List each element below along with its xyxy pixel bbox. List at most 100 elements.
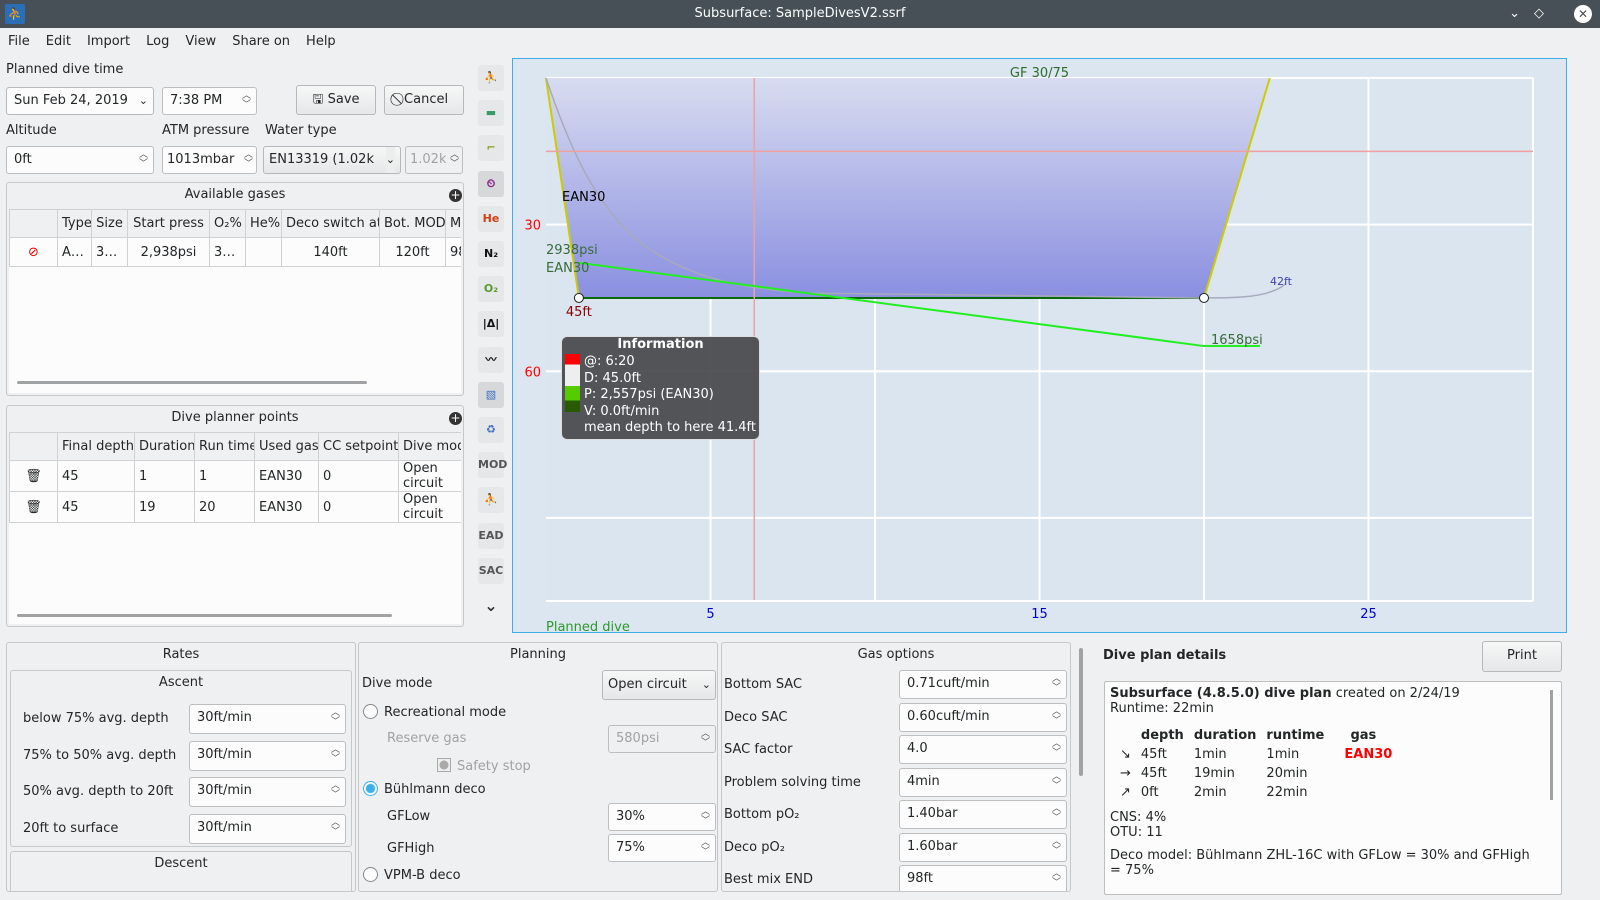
table-row[interactable]: 🗑 45 1 1 EAN30 0 Open circuit — [9, 460, 461, 492]
gas-type[interactable]: A… — [57, 237, 92, 267]
spin-arrows-icon[interactable]: ︿ ﹀ — [1051, 771, 1061, 791]
spin-arrows-icon[interactable]: ︿ ﹀ — [1051, 706, 1061, 726]
column-header[interactable]: Run time — [194, 432, 255, 461]
ruler-diver-icon[interactable]: ⛹ — [478, 65, 504, 91]
spin-arrows-icon[interactable]: ︿ ﹀ — [330, 817, 340, 837]
spin-arrows-icon[interactable]: ︿ ﹀ — [243, 150, 253, 169]
photos-icon[interactable]: ▧ — [478, 381, 504, 408]
column-header[interactable]: Size — [91, 209, 128, 238]
minimize-icon[interactable]: ⌄ — [1509, 6, 1520, 21]
column-header[interactable]: Duration — [134, 432, 195, 461]
menu-import[interactable]: Import — [86, 34, 131, 49]
used-gas[interactable]: EAN30 — [254, 491, 319, 523]
column-header[interactable] — [9, 432, 58, 461]
maximize-icon[interactable]: ◇ — [1534, 6, 1544, 21]
gas-he[interactable] — [245, 237, 282, 267]
column-header[interactable]: O₂% — [209, 209, 246, 238]
spin-arrows-icon[interactable]: ︿ ﹀ — [241, 91, 251, 110]
spin-arrows-icon[interactable]: ︿ ﹀ — [330, 708, 340, 727]
gas-option-spinbox[interactable]: 4min ︿ ﹀ — [899, 767, 1067, 797]
column-header[interactable]: He% — [245, 209, 282, 238]
ocean-icon[interactable]: ▬ — [478, 100, 504, 127]
altitude-spinbox[interactable]: 0ft ︿ ﹀ — [6, 146, 154, 174]
menu-help[interactable]: Help — [306, 34, 336, 49]
menu-edit[interactable]: Edit — [45, 34, 71, 49]
duration[interactable]: 19 — [134, 491, 195, 523]
rate-spinbox[interactable]: 30ft/min ︿ ﹀ — [189, 740, 346, 771]
gas-option-spinbox[interactable]: 0.71cuft/min ︿ ﹀ — [899, 670, 1067, 699]
spin-arrows-icon[interactable]: ︿ ﹀ — [1051, 869, 1061, 888]
trash-icon[interactable]: 🗑 — [9, 460, 58, 492]
print-button[interactable]: Print — [1482, 641, 1562, 672]
rate-spinbox[interactable]: 30ft/min ︿ ﹀ — [189, 704, 346, 734]
rate-spinbox[interactable]: 30ft/min ︿ ﹀ — [189, 813, 346, 844]
column-header[interactable]: Type — [57, 209, 92, 238]
o2-icon[interactable]: O₂ — [478, 276, 504, 303]
atm-pressure-spinbox[interactable]: 1013mbar ︿ ﹀ — [162, 146, 257, 174]
delete-gas-icon[interactable]: ⊘ — [9, 237, 58, 267]
column-header[interactable]: Start press — [127, 209, 210, 238]
dive-mode-combo[interactable]: Open circuit ⌄ — [602, 670, 716, 700]
column-header[interactable]: MND — [445, 209, 461, 238]
spin-arrows-icon[interactable]: ︿ ﹀ — [330, 781, 340, 800]
ndl-icon[interactable]: ⛹ — [478, 487, 504, 514]
heartrate-icon[interactable]: |Δ| — [478, 311, 504, 338]
gas-option-spinbox[interactable]: 0.60cuft/min ︿ ﹀ — [899, 702, 1067, 732]
buhlmann-radio[interactable]: Bühlmann deco — [363, 781, 486, 797]
gas-bot-mod[interactable]: 120ft — [379, 237, 446, 267]
gas-option-spinbox[interactable]: 1.40bar ︿ ﹀ — [899, 800, 1067, 829]
column-header[interactable]: Deco switch at — [281, 209, 380, 238]
run-time[interactable]: 20 — [194, 491, 255, 523]
menu-log[interactable]: Log — [146, 34, 170, 49]
run-time[interactable]: 1 — [194, 460, 255, 492]
profile-line-icon[interactable]: 〰 — [478, 346, 504, 373]
recreational-radio[interactable]: Recreational mode — [363, 704, 506, 720]
column-header[interactable]: CC setpoint — [318, 432, 399, 461]
date-picker[interactable]: Sun Feb 24, 2019 ⌄ — [6, 87, 154, 115]
final-depth[interactable]: 45 — [57, 491, 135, 523]
ead-icon[interactable]: EAD — [478, 522, 504, 549]
add-gas-icon[interactable]: + — [449, 188, 462, 202]
gas-size[interactable]: 3… — [91, 237, 128, 267]
time-spinbox[interactable]: 7:38 PM ︿ ﹀ — [162, 87, 257, 115]
ceiling-icon[interactable]: ⌐ — [478, 135, 504, 162]
water-type-combo[interactable]: EN13319 (1.02k ⌄ — [263, 146, 401, 174]
final-depth[interactable]: 45 — [57, 460, 135, 492]
gas-mnd[interactable]: 98ft — [445, 237, 461, 267]
save-button[interactable]: 🖫 Save — [296, 85, 376, 115]
gfhigh-spinbox[interactable]: 75% ︿ ﹀ — [608, 834, 716, 862]
menu-share[interactable]: Share on — [232, 34, 291, 49]
table-row[interactable]: 🗑 45 19 20 EAN30 0 Open circuit — [9, 491, 461, 523]
duration[interactable]: 1 — [134, 460, 195, 492]
gas-start-pressure[interactable]: 2,938psi — [127, 237, 210, 267]
cc-setpoint[interactable]: 0 — [318, 460, 399, 492]
column-header[interactable]: Used gas — [254, 432, 319, 461]
rate-spinbox[interactable]: 30ft/min ︿ ﹀ — [189, 777, 346, 807]
n2-icon[interactable]: N₂ — [478, 241, 504, 267]
column-header[interactable]: Bot. MOD — [379, 209, 446, 238]
spin-arrows-icon[interactable]: ︿ ﹀ — [138, 150, 148, 169]
he-icon[interactable]: He — [478, 205, 504, 232]
spin-arrows-icon[interactable]: ︿ ﹀ — [700, 838, 710, 857]
column-header[interactable] — [9, 209, 58, 238]
spin-arrows-icon[interactable]: ︿ ﹀ — [1051, 739, 1061, 758]
tissue-icon[interactable]: ♻ — [478, 417, 504, 443]
spin-arrows-icon[interactable]: ︿ ﹀ — [330, 744, 340, 764]
spin-arrows-icon[interactable]: ︿ ﹀ — [700, 807, 710, 826]
horizontal-scrollbar[interactable] — [17, 614, 392, 617]
dive-mode[interactable]: Open circuit — [398, 460, 461, 492]
column-header[interactable]: Dive mode — [398, 432, 461, 461]
gflow-spinbox[interactable]: 30% ︿ ﹀ — [608, 803, 716, 831]
cancel-button[interactable]: ⃠ Cancel — [384, 85, 464, 115]
vpm-radio[interactable]: VPM-B deco — [363, 867, 461, 883]
add-point-icon[interactable]: + — [449, 411, 462, 425]
close-icon[interactable]: ✕ — [1574, 5, 1592, 23]
spin-arrows-icon[interactable]: ︿ ﹀ — [1051, 674, 1061, 693]
cc-setpoint[interactable]: 0 — [318, 491, 399, 523]
menu-file[interactable]: File — [8, 34, 30, 49]
calculated-ceiling-icon[interactable]: ⏲ — [478, 170, 504, 197]
spin-arrows-icon[interactable]: ︿ ﹀ — [1051, 804, 1061, 823]
dive-mode[interactable]: Open circuit — [398, 491, 461, 523]
trash-icon[interactable]: 🗑 — [9, 491, 58, 523]
